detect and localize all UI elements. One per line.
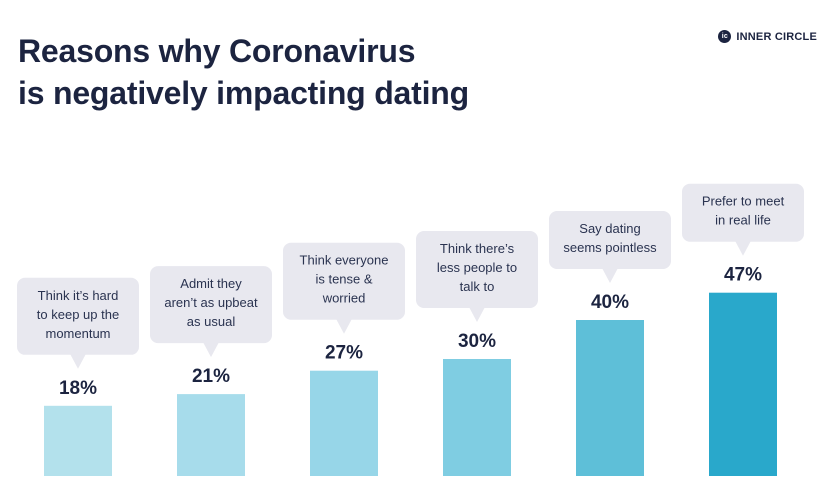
bar-2 — [177, 394, 245, 476]
category-label-5-line-1: Say dating — [579, 221, 640, 236]
value-label-5: 40% — [591, 292, 629, 313]
category-label-3-line-1: Think everyone — [300, 253, 389, 268]
chart-title-line-2: is negatively impacting dating — [18, 75, 469, 111]
bar-5 — [576, 320, 644, 476]
category-bubble-2 — [150, 266, 272, 344]
value-label-4: 30% — [458, 331, 496, 352]
value-label-2: 21% — [192, 366, 230, 387]
category-bubble-6 — [682, 183, 804, 242]
category-bubble-5 — [549, 211, 671, 269]
category-bubble-1 — [17, 277, 139, 355]
category-label-1-line-3: momentum — [45, 326, 110, 341]
bar-4 — [443, 359, 511, 476]
category-label-2-line-2: aren’t as upbeat — [164, 295, 258, 310]
category-bubble-3 — [283, 242, 405, 320]
bar-3 — [310, 370, 378, 476]
category-bubble-tail-6 — [735, 240, 751, 256]
category-bubble-tail-5 — [602, 268, 618, 283]
category-label-4-line-2: less people to — [437, 260, 517, 275]
value-label-1: 18% — [59, 378, 97, 399]
category-label-4-line-1: Think there’s — [440, 241, 515, 256]
chart-title-line-1: Reasons why Coronavirus — [18, 33, 416, 69]
category-label-3-line-3: worried — [322, 291, 366, 306]
brand-mark-icon: ic — [718, 30, 732, 43]
category-label-6-line-2: in real life — [715, 213, 771, 228]
bar-1 — [44, 405, 112, 476]
category-label-2-line-1: Admit they — [180, 276, 242, 291]
category-bubble-4 — [416, 231, 538, 308]
bar-6 — [709, 292, 777, 476]
category-label-5-line-2: seems pointless — [563, 240, 657, 255]
category-label-3-line-2: is tense & — [315, 272, 372, 287]
value-label-3: 27% — [325, 343, 363, 364]
value-label-6: 47% — [724, 265, 762, 286]
category-bubble-tail-2 — [203, 342, 219, 358]
brand-name: INNER CIRCLE — [736, 30, 817, 43]
category-bubble-tail-1 — [70, 353, 86, 369]
category-bubble-tail-3 — [336, 318, 352, 334]
category-label-2-line-3: as usual — [187, 314, 236, 329]
category-label-6-line-1: Prefer to meet — [702, 194, 785, 209]
category-bubble-tail-4 — [469, 307, 485, 322]
brand-logo: ic INNER CIRCLE — [718, 30, 817, 43]
category-label-4-line-3: talk to — [460, 279, 495, 294]
chart-title: Reasons why Coronavirus is negatively im… — [18, 30, 469, 114]
category-label-1-line-2: to keep up the — [37, 307, 119, 322]
category-label-1-line-1: Think it’s hard — [38, 288, 119, 303]
